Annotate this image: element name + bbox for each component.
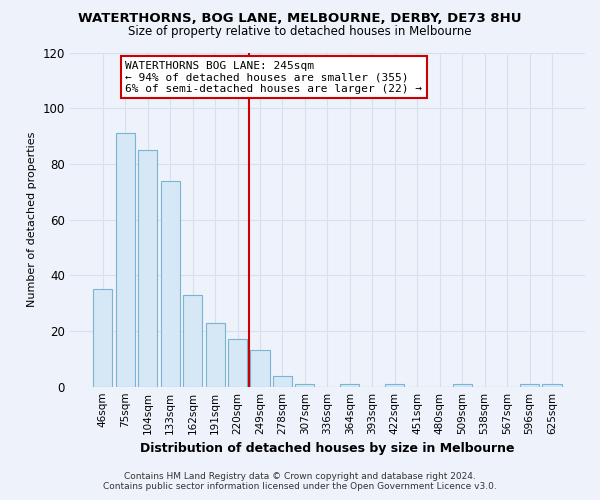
Bar bbox=[93, 289, 112, 386]
X-axis label: Distribution of detached houses by size in Melbourne: Distribution of detached houses by size … bbox=[140, 442, 515, 455]
Bar bbox=[340, 384, 359, 386]
Text: WATERTHORNS, BOG LANE, MELBOURNE, DERBY, DE73 8HU: WATERTHORNS, BOG LANE, MELBOURNE, DERBY,… bbox=[78, 12, 522, 26]
Bar bbox=[452, 384, 472, 386]
Bar bbox=[520, 384, 539, 386]
Bar bbox=[228, 340, 247, 386]
Bar bbox=[206, 322, 224, 386]
Bar bbox=[116, 134, 135, 386]
Bar bbox=[385, 384, 404, 386]
Bar bbox=[295, 384, 314, 386]
Bar bbox=[273, 376, 292, 386]
Text: Size of property relative to detached houses in Melbourne: Size of property relative to detached ho… bbox=[128, 25, 472, 38]
Bar bbox=[138, 150, 157, 386]
Text: WATERTHORNS BOG LANE: 245sqm
← 94% of detached houses are smaller (355)
6% of se: WATERTHORNS BOG LANE: 245sqm ← 94% of de… bbox=[125, 61, 422, 94]
Bar bbox=[542, 384, 562, 386]
Bar bbox=[250, 350, 269, 386]
Bar bbox=[183, 295, 202, 386]
Y-axis label: Number of detached properties: Number of detached properties bbox=[27, 132, 37, 308]
Text: Contains HM Land Registry data © Crown copyright and database right 2024.
Contai: Contains HM Land Registry data © Crown c… bbox=[103, 472, 497, 491]
Bar bbox=[161, 180, 179, 386]
